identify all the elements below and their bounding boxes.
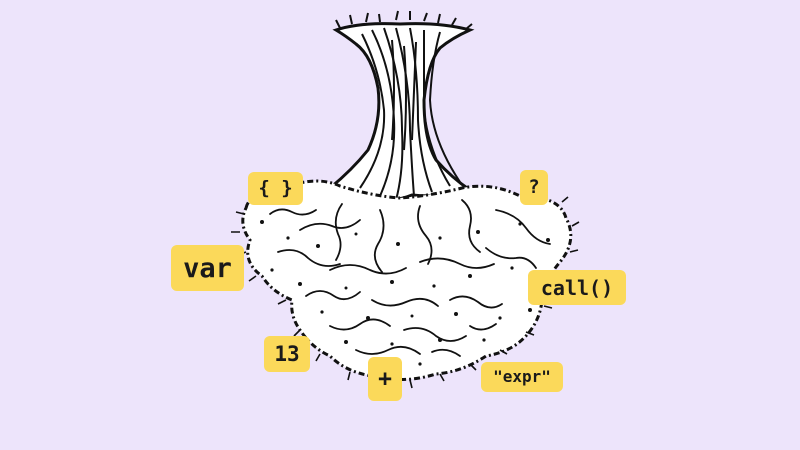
- question-tag: ?: [520, 170, 548, 205]
- braces-tag: { }: [248, 172, 303, 205]
- plus-tag: +: [368, 357, 402, 401]
- expr-tag: "expr": [481, 362, 563, 392]
- root-mass: [231, 179, 580, 389]
- var-tag: var: [171, 245, 244, 291]
- trunk: [327, 10, 475, 202]
- call-tag: call(): [528, 270, 626, 305]
- number-tag: 13: [264, 336, 310, 372]
